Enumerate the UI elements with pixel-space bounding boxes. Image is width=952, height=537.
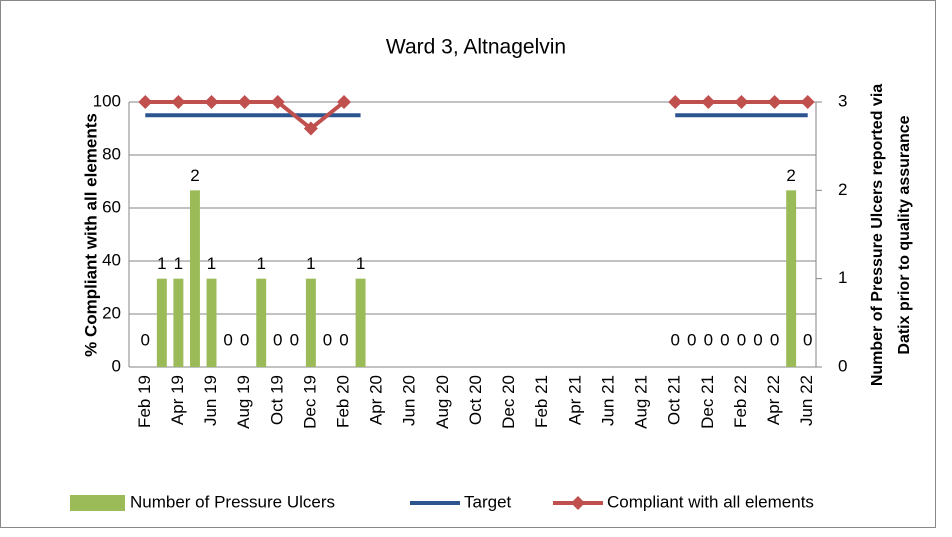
bar [256, 278, 267, 367]
legend-label: Target [464, 492, 512, 511]
legend-label: Compliant with all elements [607, 492, 814, 511]
y-tick-label: 0 [112, 356, 121, 375]
data-label: 1 [174, 254, 183, 273]
data-label: 2 [190, 166, 199, 185]
line-marker [204, 95, 219, 109]
x-tick-label: Jun 22 [797, 375, 816, 426]
y-tick-label: 100 [93, 91, 121, 110]
legend-marker [571, 496, 585, 510]
bar [206, 278, 217, 367]
data-label: 2 [786, 166, 795, 185]
line-marker [701, 95, 716, 109]
data-label: 1 [306, 254, 315, 273]
line-marker [767, 95, 782, 109]
chart-title: Ward 3, Altnagelvin [386, 36, 566, 59]
data-label: 0 [240, 330, 249, 349]
bar [173, 278, 184, 367]
data-label: 1 [157, 254, 166, 273]
data-label: 0 [273, 330, 282, 349]
y-tick-label: 20 [102, 303, 121, 322]
x-tick-label: Feb 19 [135, 375, 154, 428]
x-tick-label: Feb 20 [333, 375, 352, 428]
line-marker [171, 95, 186, 109]
x-tick-label: Oct 19 [267, 375, 286, 425]
bar [355, 278, 366, 367]
y2-axis-label: Datix prior to quality assurance [896, 115, 913, 354]
bar [305, 278, 316, 367]
x-tick-label: Dec 19 [300, 375, 319, 429]
data-label: 0 [290, 330, 299, 349]
data-label: 0 [753, 330, 762, 349]
x-tick-label: Aug 19 [234, 375, 253, 429]
line-marker [303, 121, 318, 136]
legend-label: Number of Pressure Ulcers [130, 492, 335, 511]
data-label: 0 [803, 330, 812, 349]
data-label: 0 [737, 330, 746, 349]
data-label: 0 [223, 330, 232, 349]
x-tick-label: Oct 20 [466, 375, 485, 425]
x-tick-label: Aug 21 [632, 375, 651, 429]
line-marker [800, 95, 815, 109]
x-tick-label: Apr 21 [565, 375, 584, 425]
x-tick-label: Apr 22 [764, 375, 783, 425]
y2-tick-label: 1 [838, 268, 847, 287]
bar [156, 278, 167, 367]
x-tick-label: Aug 20 [433, 375, 452, 429]
bar [189, 190, 200, 367]
line-marker [237, 95, 252, 109]
x-tick-label: Feb 22 [731, 375, 750, 428]
data-label: 0 [687, 330, 696, 349]
x-tick-label: Feb 21 [532, 375, 551, 428]
x-tick-label: Jun 21 [598, 375, 617, 426]
x-tick-label: Dec 20 [499, 375, 518, 429]
data-label: 0 [339, 330, 348, 349]
data-label: 1 [207, 254, 216, 273]
y-tick-label: 80 [102, 144, 121, 163]
line-marker [337, 95, 352, 109]
line-marker [734, 95, 749, 109]
data-label: 0 [704, 330, 713, 349]
data-label: 0 [770, 330, 779, 349]
y-tick-label: 40 [102, 250, 121, 269]
x-tick-label: Dec 21 [698, 375, 717, 429]
x-tick-label: Apr 19 [168, 375, 187, 425]
y2-tick-label: 0 [838, 356, 847, 375]
y-axis-label: % Compliant with all elements [81, 113, 100, 357]
y2-tick-label: 3 [838, 91, 847, 110]
data-label: 0 [670, 330, 679, 349]
line-marker [270, 95, 285, 109]
chart-frame [0, 0, 936, 528]
legend-swatch [70, 495, 125, 511]
bar [786, 190, 797, 367]
line-marker [668, 95, 683, 109]
data-label: 1 [256, 254, 265, 273]
data-label: 0 [141, 330, 150, 349]
y2-tick-label: 2 [838, 180, 847, 199]
x-tick-label: Jun 19 [201, 375, 220, 426]
data-label: 0 [720, 330, 729, 349]
x-tick-label: Apr 20 [367, 375, 386, 425]
line-marker [138, 95, 153, 109]
data-label: 0 [323, 330, 332, 349]
data-label: 1 [356, 254, 365, 273]
y-tick-label: 60 [102, 197, 121, 216]
x-tick-label: Oct 21 [665, 375, 684, 425]
x-tick-label: Jun 20 [400, 375, 419, 426]
y2-axis-label: Number of Pressure Ulcers reported via [869, 84, 886, 386]
